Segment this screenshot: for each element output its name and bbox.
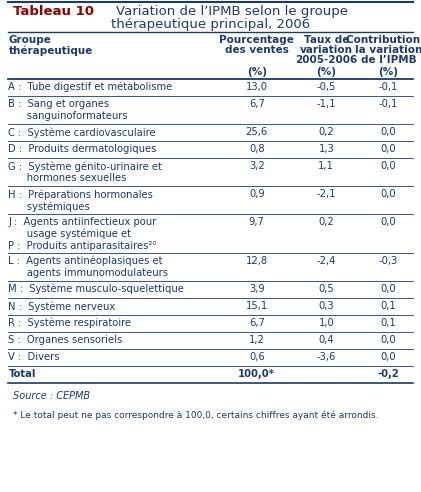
Text: Source : CEPMB: Source : CEPMB (13, 391, 90, 401)
Text: -0,5: -0,5 (317, 82, 336, 92)
Text: R :  Système respiratoire: R : Système respiratoire (8, 318, 131, 329)
Text: -0,1: -0,1 (378, 82, 398, 92)
Text: 0,0: 0,0 (381, 144, 396, 154)
Text: 3,2: 3,2 (249, 161, 265, 171)
Text: -3,6: -3,6 (317, 352, 336, 362)
Text: 0,2: 0,2 (318, 217, 334, 227)
Text: L :  Agents antinéoplasiques et
      agents immunomodulateurs: L : Agents antinéoplasiques et agents im… (8, 256, 168, 278)
Text: 15,1: 15,1 (246, 301, 268, 311)
Text: S :  Organes sensoriels: S : Organes sensoriels (8, 335, 123, 345)
Text: 0,4: 0,4 (318, 335, 334, 345)
Text: 9,7: 9,7 (249, 217, 265, 227)
Text: -2,1: -2,1 (317, 189, 336, 199)
Text: V :  Divers: V : Divers (8, 352, 60, 362)
Text: M :  Système musculo-squelettique: M : Système musculo-squelettique (8, 284, 184, 295)
Text: G :  Système génito-urinaire et
      hormones sexuelles: G : Système génito-urinaire et hormones … (8, 161, 162, 183)
Text: 1,0: 1,0 (318, 318, 334, 328)
Text: 0,5: 0,5 (318, 284, 334, 294)
Text: (%): (%) (316, 67, 336, 77)
Text: 1,1: 1,1 (318, 161, 334, 171)
Text: -1,1: -1,1 (317, 99, 336, 109)
Text: 0,1: 0,1 (381, 318, 396, 328)
Text: (%): (%) (378, 67, 398, 77)
Text: J :  Agents antiinfectieux pour
      usage systémique et
P :  Produits antipara: J : Agents antiinfectieux pour usage sys… (8, 217, 157, 251)
Text: 0,0: 0,0 (381, 189, 396, 199)
Text: 0,0: 0,0 (381, 352, 396, 362)
Text: 3,9: 3,9 (249, 284, 265, 294)
Text: -0,1: -0,1 (378, 99, 398, 109)
Text: Pourcentage: Pourcentage (219, 35, 294, 45)
Text: 6,7: 6,7 (249, 318, 265, 328)
Text: des ventes: des ventes (225, 45, 289, 55)
Text: 1,2: 1,2 (249, 335, 265, 345)
Text: 13,0: 13,0 (246, 82, 268, 92)
Text: thérapeutique principal, 2006: thérapeutique principal, 2006 (111, 18, 310, 31)
Text: -2,4: -2,4 (317, 256, 336, 266)
Text: -0,2: -0,2 (378, 369, 399, 379)
Text: variation: variation (300, 45, 353, 55)
Text: 1,3: 1,3 (318, 144, 334, 154)
Text: (%): (%) (247, 67, 267, 77)
Text: 0,3: 0,3 (318, 301, 334, 311)
Text: 12,8: 12,8 (246, 256, 268, 266)
Text: -0,3: -0,3 (379, 256, 398, 266)
Text: Tableau 10: Tableau 10 (13, 5, 93, 18)
Text: B :  Sang et organes
      sanguinoformateurs: B : Sang et organes sanguinoformateurs (8, 99, 128, 121)
Text: Taux de: Taux de (304, 35, 349, 45)
Text: 0,1: 0,1 (381, 301, 396, 311)
Text: Contribution à: Contribution à (346, 35, 421, 45)
Text: thérapeutique: thérapeutique (8, 45, 93, 56)
Text: 2005-2006: 2005-2006 (295, 55, 357, 65)
Text: D :  Produits dermatologiques: D : Produits dermatologiques (8, 144, 157, 154)
Text: la variation: la variation (354, 45, 421, 55)
Text: H :  Préparations hormonales
      systémiques: H : Préparations hormonales systémiques (8, 189, 153, 212)
Text: 0,0: 0,0 (381, 161, 396, 171)
Text: 0,0: 0,0 (381, 217, 396, 227)
Text: Variation de l’IPMB selon le groupe: Variation de l’IPMB selon le groupe (116, 5, 348, 18)
Text: Groupe: Groupe (8, 35, 51, 45)
Text: A :  Tube digestif et métabolisme: A : Tube digestif et métabolisme (8, 82, 173, 92)
Text: 0,0: 0,0 (381, 284, 396, 294)
Text: N :  Système nerveux: N : Système nerveux (8, 301, 116, 311)
Text: 0,2: 0,2 (318, 127, 334, 137)
Text: 0,0: 0,0 (381, 127, 396, 137)
Text: 0,9: 0,9 (249, 189, 265, 199)
Text: C :  Système cardiovasculaire: C : Système cardiovasculaire (8, 127, 156, 137)
Text: 100,0*: 100,0* (238, 369, 275, 379)
Text: Total: Total (8, 369, 36, 379)
Text: 0,6: 0,6 (249, 352, 265, 362)
Text: 6,7: 6,7 (249, 99, 265, 109)
Text: * Le total peut ne pas correspondre à 100,0, certains chiffres ayant été arrondi: * Le total peut ne pas correspondre à 10… (13, 411, 378, 421)
Text: 0,8: 0,8 (249, 144, 265, 154)
Text: 25,6: 25,6 (246, 127, 268, 137)
Text: de l’IPMB: de l’IPMB (360, 55, 416, 65)
Text: 0,0: 0,0 (381, 335, 396, 345)
